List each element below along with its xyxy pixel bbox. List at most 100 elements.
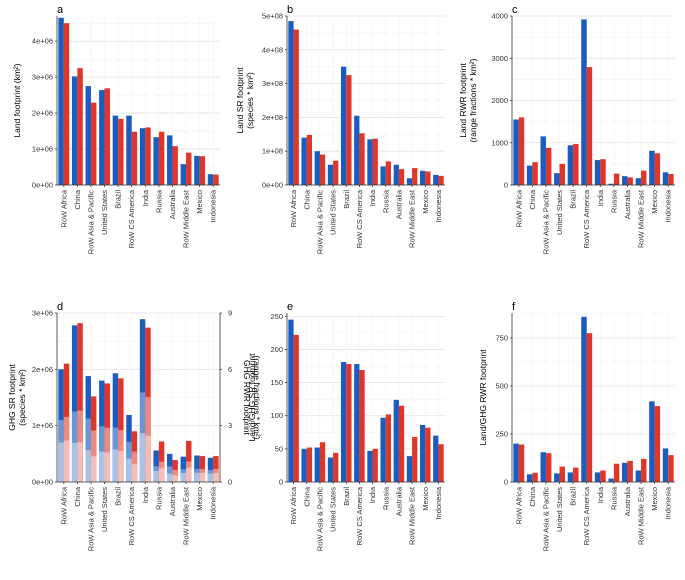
bar-blue — [112, 115, 119, 185]
panel-c: c 0 1000 2000 3000 4000 RoW Africa China RoW Asi… — [458, 4, 675, 254]
bar-red — [586, 67, 593, 185]
x-tick-label: Mexico — [421, 487, 430, 511]
bar-blue-segment — [153, 470, 159, 482]
bar-red — [63, 23, 70, 185]
bar-blue — [380, 166, 386, 185]
x-tick-label: India — [141, 189, 150, 206]
x-tick-label: Australia — [623, 486, 632, 516]
bar-red — [532, 162, 538, 185]
x-tick-label: RoW CS America — [355, 189, 364, 248]
bar-blue — [207, 174, 214, 185]
x-tick-label: Russia — [381, 189, 390, 213]
bar-blue — [622, 462, 628, 482]
bar-red — [573, 144, 579, 185]
bar-red — [545, 453, 552, 482]
bar-blue — [393, 164, 399, 185]
bar-red — [385, 161, 392, 185]
y-tick-label: 1000 — [491, 138, 508, 147]
bar-blue — [594, 160, 601, 185]
y-right-tick-label: 9 — [228, 309, 232, 318]
x-tick-label: China — [528, 486, 537, 506]
y-tick-label: 2e+06 — [32, 109, 53, 118]
bar-red — [627, 177, 633, 185]
bar-blue — [354, 115, 360, 185]
y-tick-label: 1e+08 — [262, 147, 283, 156]
x-tick-label: Brazil — [342, 487, 351, 506]
x-tick-label: Indonesia — [209, 486, 218, 519]
y-tick-label: 200 — [270, 345, 283, 354]
bar-blue — [649, 150, 655, 185]
x-tick-label: RoW Middle East — [637, 189, 646, 248]
x-tick-label: Brazil — [569, 487, 578, 506]
x-tick-label: Mexico — [650, 487, 659, 511]
x-tick-label: United States — [329, 487, 338, 532]
bar-blue-segment — [180, 473, 187, 482]
bar-red-segment — [104, 452, 110, 482]
bar-red — [319, 442, 326, 482]
x-tick-label: Brazil — [569, 190, 578, 209]
bar-blue — [367, 450, 373, 482]
y-axis-right-label: (range fractions * km²) — [252, 355, 262, 439]
panel-letter: e — [287, 301, 293, 313]
x-tick-label: United States — [555, 190, 564, 235]
x-tick-label: RoW CS America — [582, 486, 591, 545]
bar-blue — [139, 128, 146, 185]
bar-blue — [340, 66, 347, 185]
bar-red — [438, 175, 444, 185]
bar-blue — [540, 136, 546, 185]
bar-blue — [194, 155, 200, 185]
y-tick-label: 4e+06 — [32, 37, 53, 46]
bar-blue — [608, 478, 614, 482]
bar-red — [545, 147, 552, 185]
bar-blue — [526, 474, 533, 482]
y-axis-label: Land/GHG SR footprint — [247, 353, 257, 442]
bar-blue — [406, 456, 413, 482]
bar-red — [118, 118, 124, 185]
x-tick-label: Russia — [154, 486, 163, 510]
bar-blue — [419, 170, 426, 185]
x-tick-label: Mexico — [650, 190, 659, 214]
y-right-tick-label: 0 — [228, 478, 232, 487]
y-tick-label: 0 — [504, 181, 508, 190]
bar-red — [412, 436, 418, 482]
x-tick-label: Mexico — [421, 190, 430, 214]
x-tick-label: RoW Middle East — [408, 486, 417, 545]
x-tick-label: India — [141, 486, 150, 503]
bar-blue — [526, 165, 533, 185]
y-tick-label: 2000 — [491, 96, 508, 105]
bar-red-segment — [158, 467, 165, 482]
bar-red — [398, 405, 405, 482]
bar-red — [412, 168, 418, 185]
y-axis-label: GHG SR footprint — [7, 364, 17, 431]
bar-blue — [554, 173, 560, 185]
x-tick-label: India — [368, 486, 377, 503]
y-tick-label: 50 — [275, 444, 283, 453]
y-tick-label: 250 — [495, 429, 508, 438]
bar-blue — [99, 90, 105, 185]
bar-blue — [354, 364, 360, 482]
bar-blue — [58, 17, 64, 186]
bar-blue — [581, 316, 587, 482]
y-axis-label: (range fractions * km²) — [468, 58, 478, 142]
y-axis-label: Land footprint (km²) — [12, 63, 22, 137]
x-tick-label: China — [73, 486, 82, 506]
x-tick-label: RoW Africa — [59, 486, 68, 524]
bar-red — [627, 460, 633, 482]
x-tick-label: Indonesia — [664, 189, 673, 222]
bar-blue — [85, 86, 91, 185]
bar-blue — [288, 319, 294, 482]
bar-red — [613, 463, 620, 482]
bar-red — [104, 88, 110, 185]
x-tick-label: RoW CS America — [127, 486, 136, 545]
x-tick-label: Australia — [623, 189, 632, 219]
y-axis-right-label: GHG RWR footprint — [242, 360, 252, 436]
bar-red — [573, 467, 579, 482]
bar-red — [398, 169, 405, 185]
x-tick-label: India — [596, 189, 605, 206]
panel-letter: f — [512, 301, 516, 313]
bar-red — [90, 102, 97, 185]
bar-red-segment — [199, 472, 206, 482]
x-tick-label: Mexico — [195, 190, 204, 214]
bar-blue — [327, 457, 334, 482]
bar-blue-segment — [207, 473, 214, 482]
